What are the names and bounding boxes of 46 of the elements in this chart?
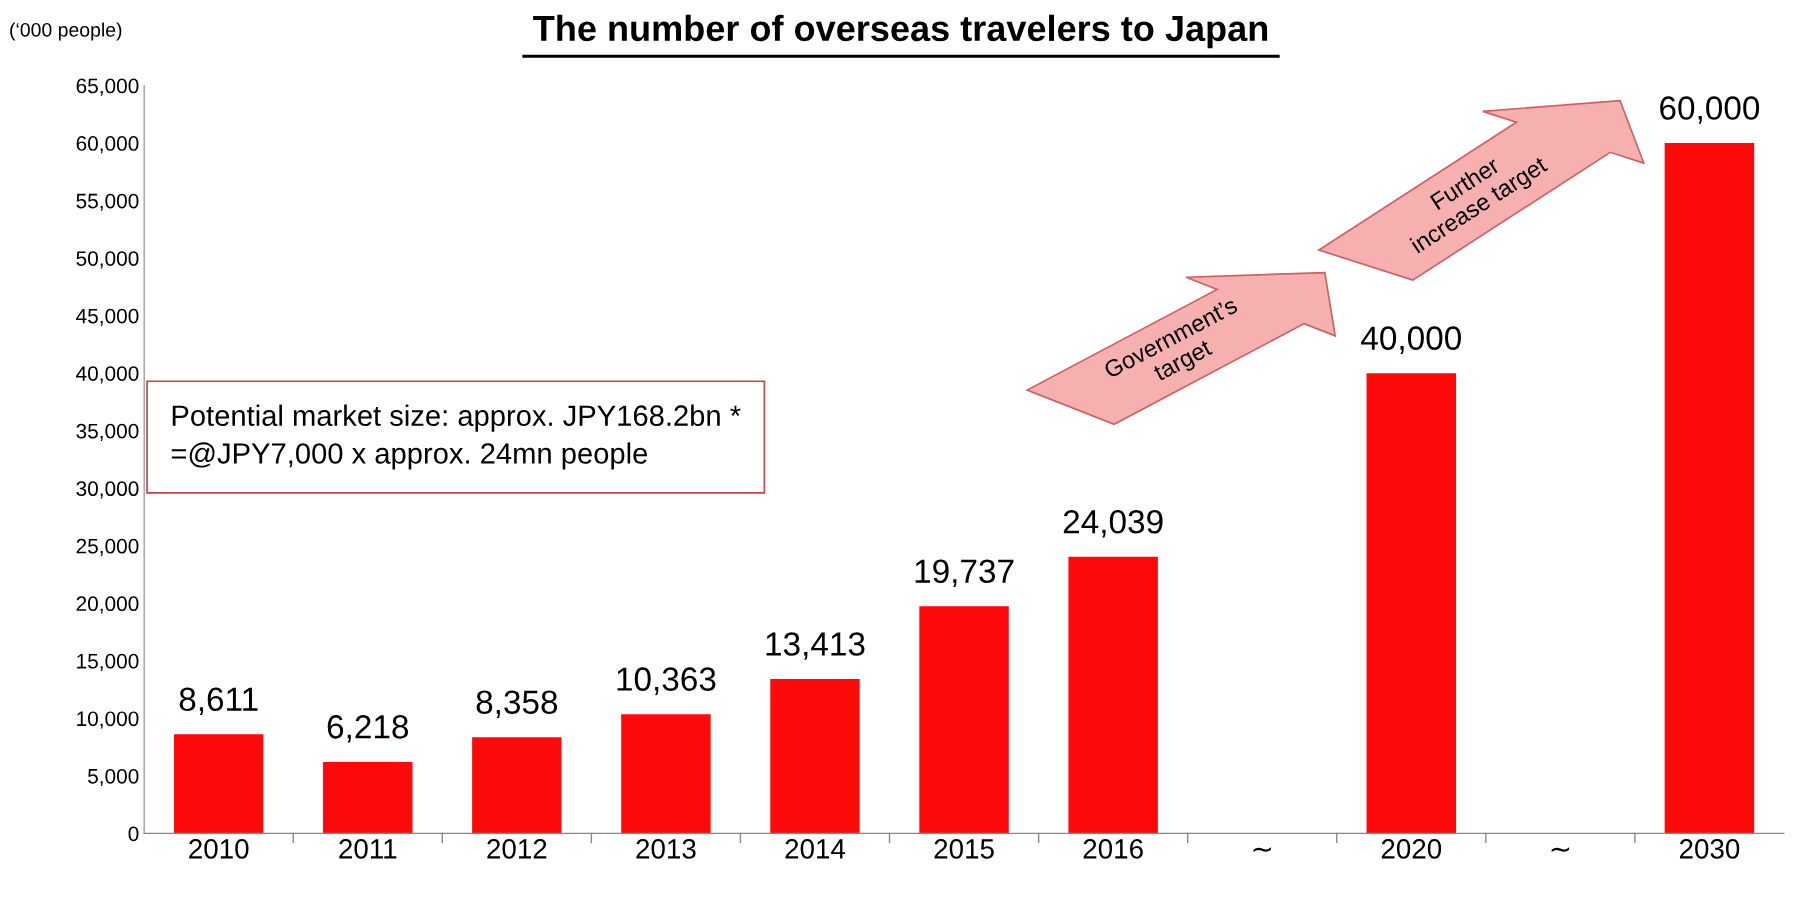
data-label: 60,000 [1660,96,1760,124]
data-label: 19,737 [915,559,1014,588]
x-tick-label: 2016 [1083,839,1143,859]
x-tick-label: 2013 [636,839,696,859]
bar [1068,556,1158,834]
x-tick-label: 2011 [339,839,397,859]
y-tick-label: 20,000 [76,596,139,614]
data-label: 8,611 [179,687,258,716]
y-tick-label: 0 [128,826,139,842]
y-tick-label: 10,000 [77,711,139,729]
y-tick-label: 55,000 [76,193,139,211]
y-tick-label: 40,000 [76,366,139,384]
y-tick-label: 15,000 [77,653,139,672]
x-tick-label: 2020 [1381,839,1442,859]
x-tick-label: ∼ [1253,847,1271,853]
data-label: 10,363 [617,667,716,695]
data-label: 24,039 [1063,510,1163,538]
bar [173,734,264,834]
y-tick-label: 35,000 [76,423,139,441]
data-label: 8,358 [476,690,558,718]
y-tick-label: 65,000 [76,78,139,96]
bar [323,761,413,834]
bar [1366,373,1457,834]
bar [1664,143,1755,834]
x-tick-label: ∼ [1551,847,1570,853]
y-tick-label: 45,000 [76,308,139,326]
y-tick-label: 25,000 [76,538,139,557]
x-tick-label: 2012 [487,839,547,859]
annotation: Potential market size: approx. JPY168.2bn * =@JPY7,000 x approx. 24mn people [171,404,741,470]
data-label: 40,000 [1361,326,1461,354]
x-tick-label: 2015 [934,839,994,859]
bar [919,606,1009,834]
data-label: 13,413 [766,632,865,660]
data-label: 6,218 [327,715,409,743]
x-tick-label: 2014 [785,839,846,859]
bar [472,737,562,834]
x-tick-label: 2010 [189,839,249,859]
bar [770,679,860,834]
chart-title: The number of overseas travelers to Japan [533,14,1268,49]
y-tick-label: 50,000 [76,251,139,269]
y-axis-title: (‘000 people) [10,22,122,41]
bar [621,714,711,834]
y-tick-label: 5,000 [88,768,139,787]
y-tick-label: 30,000 [76,481,139,499]
y-tick-label: 60,000 [76,136,139,154]
x-tick-label: 2030 [1679,839,1740,859]
